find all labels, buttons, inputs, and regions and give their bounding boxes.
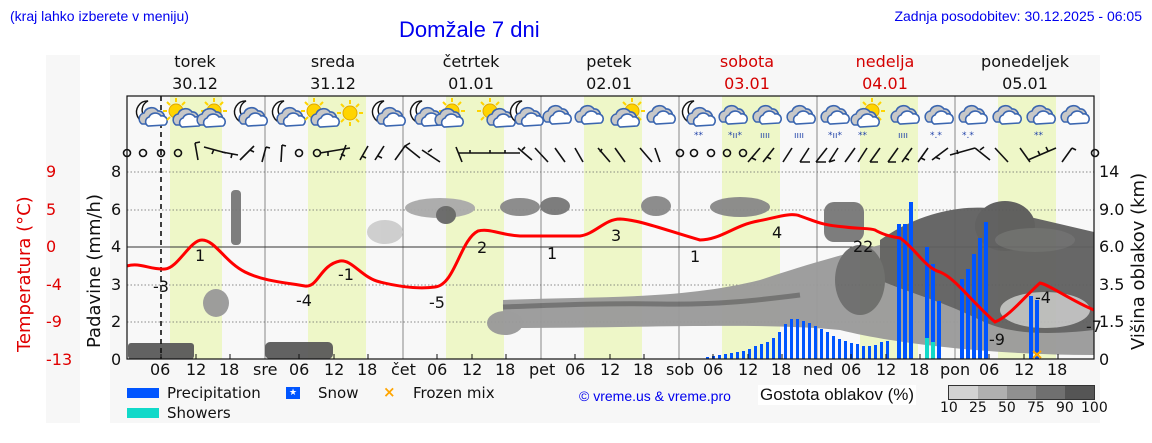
legend-frozen-mix: Frozen mix [413, 384, 495, 402]
day-name: četrtek [442, 52, 500, 71]
svg-text:1: 1 [195, 246, 205, 265]
cloud-density-scale [948, 385, 1095, 400]
day-date: 30.12 [172, 74, 218, 93]
day-name: torek [174, 52, 216, 71]
temp-axis-panel [46, 55, 80, 423]
temperature-line [126, 213, 1095, 324]
svg-text:-4: -4 [296, 291, 312, 310]
day-name: sreda [310, 52, 356, 71]
svg-text:*ıı*: *ıı* [828, 131, 843, 141]
snow-icon: ★ [286, 387, 300, 399]
location-menu-hint[interactable]: (kraj lahko izberete v meniju) [10, 8, 189, 24]
svg-text:-9: -9 [989, 330, 1005, 349]
weather-icon-row: ** *ıı* ıııı ıııı *ıı* ** ıııı *.* *.* ** [135, 97, 1091, 141]
copyright-link[interactable]: © vreme.us & vreme.pro [579, 388, 731, 404]
svg-text:**: ** [694, 131, 704, 141]
last-update: Zadnja posodobitev: 30.12.2025 - 06:05 [894, 8, 1142, 24]
x-axis-tick-labels: 06 12 18 sre 06 12 18 čet 06 12 18 pet 0… [150, 360, 1068, 379]
svg-text:*.*: *.* [962, 131, 974, 141]
day-date: 04.01 [862, 74, 908, 93]
temperature-value-labels: -3 1 -4 -1 -5 2 1 3 1 4 22 -9 -4 -7 [153, 223, 1102, 349]
svg-text:*.*: *.* [930, 131, 942, 141]
svg-text:**: ** [1034, 131, 1044, 141]
day-date: 03.01 [724, 74, 770, 93]
svg-text:1: 1 [547, 244, 557, 263]
showers-swatch [127, 408, 159, 418]
svg-text:ıııı: ıııı [794, 131, 804, 141]
svg-text:*ıı*: *ıı* [728, 131, 743, 141]
legend-precipitation: Precipitation [167, 384, 261, 402]
frozen-mix-marker [1032, 350, 1042, 359]
svg-text:ıııı: ıııı [760, 131, 770, 141]
legend-snow: Snow [318, 384, 359, 402]
day-date: 01.01 [448, 74, 494, 93]
svg-text:ıııı: ıııı [898, 131, 908, 141]
day-name: nedelja [855, 52, 915, 71]
precip-symbols: ** *ıı* ıııı ıııı *ıı* ** ıııı *.* *.* ** [694, 131, 1044, 141]
svg-text:-4: -4 [1035, 288, 1051, 307]
legend: Precipitation ★ Snow × Frozen mix Shower… [0, 383, 1152, 424]
svg-text:4: 4 [772, 223, 782, 242]
svg-text:**: ** [858, 131, 868, 141]
day-name: ponedeljek [981, 52, 1069, 71]
svg-text:-5: -5 [429, 293, 445, 312]
svg-text:3: 3 [611, 226, 621, 245]
cloud-density-label: Gostota oblakov (%) [758, 385, 917, 405]
frozen-mix-icon: × [383, 383, 396, 401]
day-date: 05.01 [1002, 74, 1048, 93]
day-date: 31.12 [310, 74, 356, 93]
precipitation-bars [706, 202, 1039, 359]
precipitation-swatch [127, 388, 159, 398]
showers-bars [925, 338, 935, 359]
svg-text:-3: -3 [153, 277, 169, 296]
day-name: sobota [719, 52, 775, 71]
svg-text:22: 22 [853, 237, 873, 256]
day-name: petek [586, 52, 632, 71]
svg-text:2: 2 [477, 238, 487, 257]
page-title: Domžale 7 dni [399, 17, 540, 42]
svg-text:1: 1 [690, 247, 700, 266]
legend-showers: Showers [167, 404, 231, 422]
wind-barbs-row [122, 141, 1100, 163]
day-date: 02.01 [586, 74, 632, 93]
svg-text:-1: -1 [338, 265, 354, 284]
